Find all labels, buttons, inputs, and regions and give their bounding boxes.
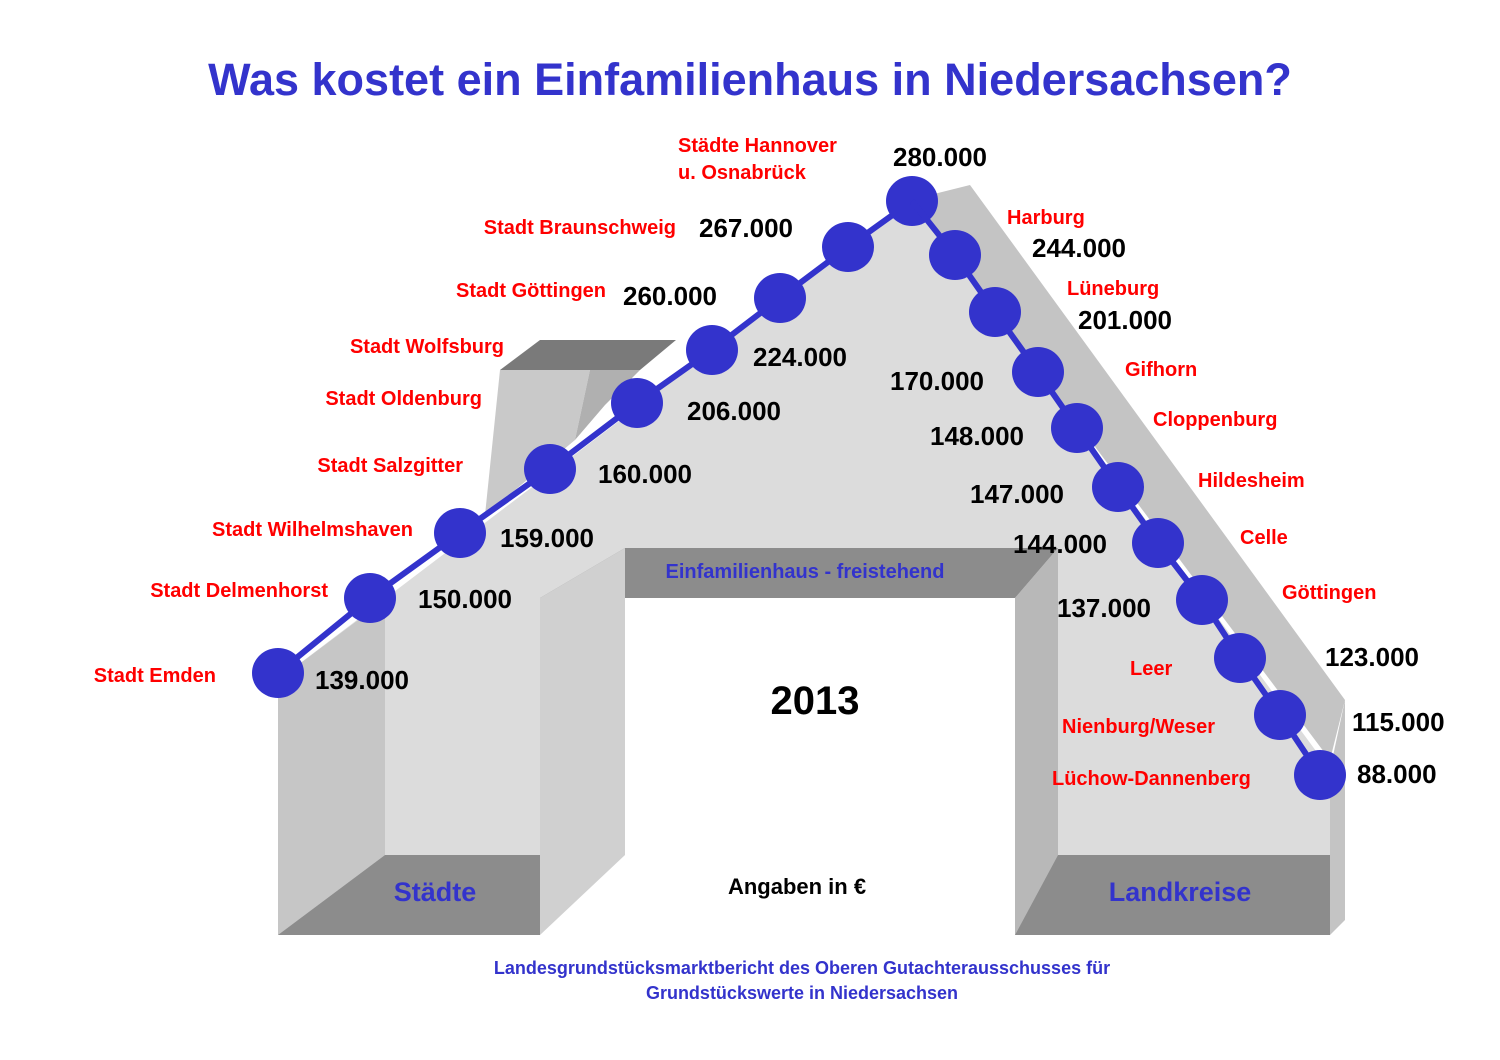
door-left-side bbox=[540, 548, 625, 935]
data-label: 160.000 bbox=[598, 459, 692, 489]
base-left-top bbox=[278, 855, 540, 935]
category-label: Lüchow-Dannenberg bbox=[1052, 768, 1251, 790]
category-label: Stadt Delmenhorst bbox=[150, 580, 328, 602]
data-point-marker bbox=[1176, 575, 1228, 625]
category-label: Gifhorn bbox=[1125, 359, 1197, 381]
data-point-marker bbox=[611, 378, 663, 428]
data-point-marker bbox=[686, 325, 738, 375]
series-landkreise: Harburg 244.000 Lüneburg 201.000 Gifhorn 170.… bbox=[890, 199, 1445, 800]
data-point-marker bbox=[1214, 633, 1266, 683]
category-label: Cloppenburg bbox=[1153, 409, 1277, 431]
data-point-marker bbox=[754, 273, 806, 323]
category-label: Göttingen bbox=[1282, 582, 1376, 604]
data-label: 137.000 bbox=[1057, 593, 1151, 623]
data-label: 147.000 bbox=[970, 479, 1064, 509]
category-label: Stadt Salzgitter bbox=[317, 455, 463, 477]
data-point-marker bbox=[1254, 690, 1306, 740]
category-label: Stadt Oldenburg bbox=[325, 388, 482, 410]
data-label: 280.000 bbox=[893, 142, 987, 172]
door-lintel bbox=[540, 548, 1058, 598]
data-label: 150.000 bbox=[418, 584, 512, 614]
category-label: Stadt Wilhelmshaven bbox=[212, 519, 413, 541]
data-point-marker bbox=[1012, 347, 1064, 397]
category-label: Harburg bbox=[1007, 207, 1085, 229]
base-label-cities: Städte bbox=[394, 877, 477, 907]
chimney-top bbox=[500, 340, 676, 370]
chimney-side bbox=[485, 370, 590, 515]
door-opening bbox=[540, 598, 1015, 935]
year-label: 2013 bbox=[771, 679, 860, 723]
data-label: 206.000 bbox=[687, 396, 781, 426]
series-layer: Stadt Emden 139.000 Stadt Delmenhorst 150.0… bbox=[94, 135, 1445, 800]
data-point-marker bbox=[1051, 403, 1103, 453]
data-label: 224.000 bbox=[753, 342, 847, 372]
base-right-top bbox=[1015, 855, 1330, 935]
category-label: Städte Hannover u. Osnabrück bbox=[678, 135, 837, 184]
category-label: Celle bbox=[1240, 527, 1288, 549]
category-label: Lüneburg bbox=[1067, 278, 1159, 300]
category-label: Leer bbox=[1130, 658, 1172, 680]
data-label: 170.000 bbox=[890, 366, 984, 396]
house-shape bbox=[278, 185, 1345, 935]
data-label: 144.000 bbox=[1013, 529, 1107, 559]
data-point-marker bbox=[822, 222, 874, 272]
data-point-marker bbox=[252, 648, 304, 698]
chimney-edge bbox=[575, 370, 640, 440]
data-label: 260.000 bbox=[623, 281, 717, 311]
category-label: Stadt Wolfsburg bbox=[350, 336, 504, 358]
data-point-marker bbox=[969, 287, 1021, 337]
category-label: Nienburg/Weser bbox=[1062, 716, 1215, 738]
source-line-2: Grundstückswerte in Niedersachsen bbox=[646, 983, 958, 1003]
unit-note: Angaben in € bbox=[728, 874, 866, 899]
category-label-line: Städte Hannover bbox=[678, 135, 837, 157]
data-point-marker bbox=[434, 508, 486, 558]
data-label: 88.000 bbox=[1357, 759, 1437, 789]
data-point-marker bbox=[344, 573, 396, 623]
data-label: 267.000 bbox=[699, 213, 793, 243]
house-type-banner: Einfamilienhaus - freistehend bbox=[666, 561, 945, 583]
data-label: 159.000 bbox=[500, 523, 594, 553]
chart-title: Was kostet ein Einfamilienhaus in Nieder… bbox=[208, 54, 1292, 105]
category-label: Hildesheim bbox=[1198, 470, 1305, 492]
data-label: 139.000 bbox=[315, 665, 409, 695]
series-staedte: Stadt Emden 139.000 Stadt Delmenhorst 150.0… bbox=[94, 135, 987, 698]
data-label: 123.000 bbox=[1325, 642, 1419, 672]
category-label-line: u. Osnabrück bbox=[678, 162, 807, 184]
data-point-marker bbox=[1132, 518, 1184, 568]
data-point-marker bbox=[1092, 462, 1144, 512]
data-label: 244.000 bbox=[1032, 233, 1126, 263]
data-point-marker bbox=[1294, 750, 1346, 800]
left-wall-side bbox=[278, 600, 385, 935]
data-point-marker bbox=[929, 230, 981, 280]
data-point-marker bbox=[524, 444, 576, 494]
data-label: 115.000 bbox=[1352, 707, 1445, 737]
base-label-districts: Landkreise bbox=[1109, 877, 1252, 907]
source-line-1: Landesgrundstücksmarktbericht des Oberen… bbox=[494, 958, 1110, 978]
category-label: Stadt Braunschweig bbox=[484, 217, 676, 239]
data-label: 201.000 bbox=[1078, 305, 1172, 335]
category-label: Stadt Göttingen bbox=[456, 280, 606, 302]
right-inner-wall bbox=[1015, 548, 1058, 935]
data-label: 148.000 bbox=[930, 421, 1024, 451]
category-label: Stadt Emden bbox=[94, 665, 216, 687]
